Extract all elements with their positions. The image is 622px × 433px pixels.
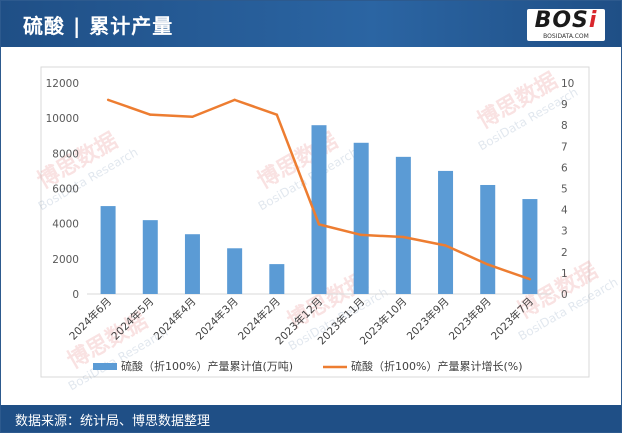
bar (142, 220, 158, 294)
bar (311, 125, 327, 294)
legend-label-bar: 硫酸（折100%）产量累计值(万吨) (121, 359, 293, 373)
logo-wordmark: BOSi (534, 8, 598, 33)
right-tick-label: 5 (561, 184, 568, 196)
left-tick-label: 0 (72, 289, 79, 301)
line-point (317, 223, 321, 226)
data-source: 数据来源：统计局、博思数据整理 (15, 414, 211, 429)
legend-swatch-bar (93, 363, 117, 370)
right-tick-label: 7 (561, 141, 568, 153)
left-tick-label: 10000 (46, 113, 79, 125)
right-tick-label: 3 (561, 226, 568, 238)
line-point (275, 113, 279, 116)
bar (100, 206, 116, 294)
left-tick-label: 4000 (52, 219, 79, 231)
bar (480, 184, 496, 294)
bosi-logo: BOSi BOSIDATA.COM (527, 8, 605, 41)
right-axis: 0 1 2 3 4 5 6 7 8 9 10 (561, 78, 574, 301)
bar (438, 170, 454, 294)
line-point (191, 115, 194, 118)
page-title: 硫酸 | 累计产量 (23, 14, 174, 38)
line-point (402, 235, 405, 239)
right-tick-label: 10 (561, 78, 574, 90)
right-tick-label: 9 (561, 99, 568, 111)
line-point (233, 98, 236, 102)
footer-bar: 数据来源：统计局、博思数据整理 (1, 405, 621, 432)
right-tick-label: 0 (561, 289, 568, 301)
header-bar: 硫酸 | 累计产量 BOSi BOSIDATA.COM (1, 1, 621, 47)
left-axis: 0 2000 4000 6000 8000 10000 12000 (46, 78, 551, 301)
logo-subtext: BOSIDATA.COM (543, 33, 589, 40)
left-tick-label: 2000 (52, 254, 79, 266)
left-tick-label: 8000 (52, 148, 79, 160)
bar (395, 156, 411, 294)
left-tick-label: 12000 (46, 78, 79, 90)
line-point (444, 244, 447, 247)
line-series (106, 98, 532, 281)
line-point (528, 278, 532, 281)
bar (269, 264, 285, 294)
line-point (106, 98, 110, 102)
legend: 硫酸（折100%）产量累计值(万吨) 硫酸（折100%）产量累计增长(%) (93, 359, 522, 373)
right-tick-label: 4 (561, 205, 568, 217)
bar (522, 199, 538, 294)
line-point (486, 263, 489, 266)
left-tick-label: 6000 (52, 184, 79, 196)
bar-series (100, 125, 538, 294)
bar (184, 234, 200, 294)
bar (227, 248, 243, 294)
right-tick-label: 8 (561, 120, 568, 132)
line-point (149, 113, 152, 116)
legend-label-line: 硫酸（折100%）产量累计增长(%) (351, 359, 522, 373)
right-tick-label: 6 (561, 162, 568, 174)
bar (353, 142, 369, 294)
right-tick-label: 2 (561, 247, 568, 259)
line-point (359, 233, 363, 237)
right-tick-label: 1 (561, 268, 568, 280)
